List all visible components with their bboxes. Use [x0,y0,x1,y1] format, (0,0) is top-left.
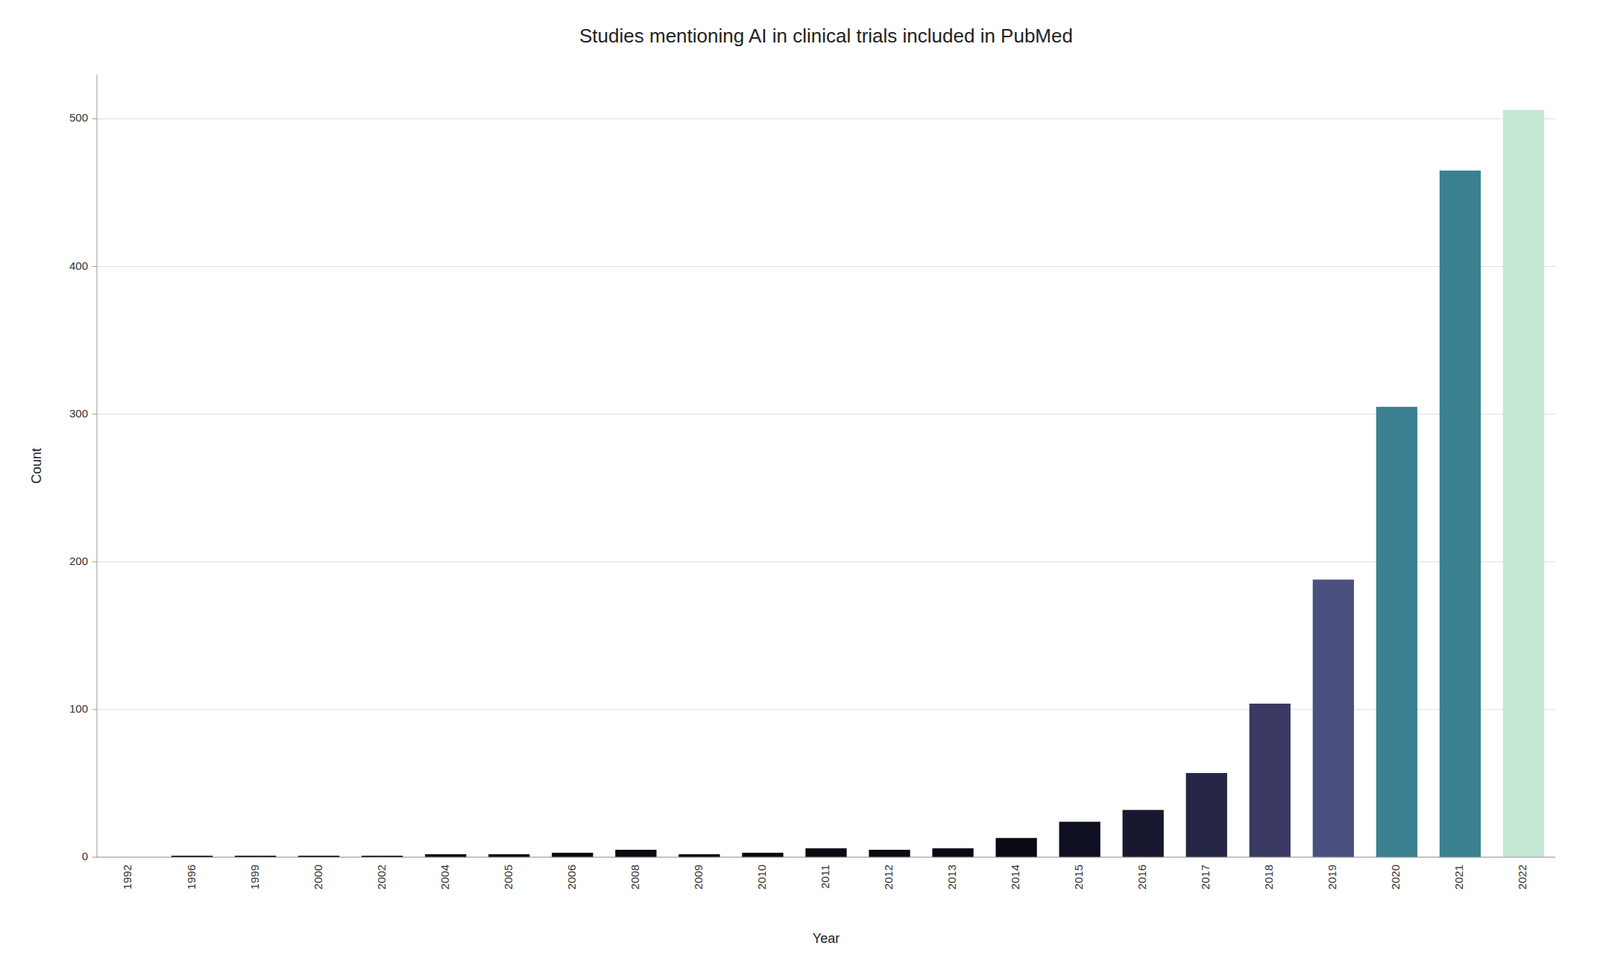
grid-line [96,561,1556,563]
y-axis-label: Count [29,448,44,484]
x-axis-line [96,857,1556,859]
x-tick-label: 2019 [1325,864,1339,890]
x-tick-label: 2020 [1389,864,1402,890]
bar [424,854,466,858]
chart-svg: 0 100 200 300 400 500 1992 1996 1999 2000 2002 2004… [0,0,1600,969]
x-tick-label: 2010 [755,864,768,890]
y-axis-line [96,74,98,858]
y-tick [92,709,97,710]
y-tick [92,118,97,120]
x-tick-label: 2016 [1135,864,1149,890]
x-tick-label: 1992 [120,864,134,890]
bar [1503,110,1545,858]
x-tick-label: 2002 [375,864,388,890]
grid-line [96,266,1556,267]
x-tick-label: 2013 [945,864,959,890]
bar [741,852,783,858]
x-tick-label: 2015 [1072,864,1085,890]
bar [931,848,973,858]
y-tick-label: 500 [69,111,88,124]
y-tick [92,857,97,859]
bars [171,110,1545,858]
x-axis-label: Year [812,931,840,947]
x-tick-label: 2011 [818,864,832,889]
axes: 0 100 200 300 400 500 1992 1996 1999 2000 2002 2004… [69,74,1556,890]
y-tick-label: 300 [69,407,88,420]
bar [995,838,1037,858]
bar [1059,821,1101,858]
bar [488,854,530,858]
grid-line [96,413,1556,415]
grid-line [96,857,1556,859]
x-tick-label: 2021 [1452,864,1466,890]
x-tick-label: 2008 [628,864,642,890]
x-tick-label: 2022 [1515,864,1529,890]
x-tick-label: 2009 [691,864,705,890]
y-tick-label: 0 [82,849,88,863]
x-tick-label: 2005 [501,864,515,890]
x-tick-label: 2006 [565,864,578,890]
x-tick-label: 2014 [1008,864,1022,890]
x-tick-label: 2004 [438,864,452,890]
bar [678,854,720,858]
x-tick-label: 2000 [311,864,325,890]
grid-line [96,118,1556,120]
bar [1439,170,1481,858]
x-tick-label: 2012 [882,864,895,890]
bar [1376,407,1418,858]
y-tick-label: 100 [69,702,88,716]
bar [615,849,657,858]
x-tick-label: 1999 [248,864,261,890]
bar [1122,810,1164,858]
chart-container: 0 100 200 300 400 500 1992 1996 1999 2000 2002 2004… [0,0,1600,969]
x-tick-label: 1996 [184,864,198,890]
bar [868,849,910,858]
bar [1249,703,1291,858]
bar [1186,773,1228,858]
x-tick-label: 2017 [1198,864,1212,890]
bar [1312,580,1354,858]
y-tick-label: 400 [69,259,88,273]
bar [551,852,593,858]
y-tick [92,413,97,415]
y-tick [92,266,97,267]
y-tick-label: 200 [69,554,88,568]
x-tick-label: 2018 [1262,864,1275,890]
bar [805,848,847,858]
grid [96,118,1556,858]
y-tick [92,561,97,563]
title: Studies mentioning AI in clinical trials… [579,24,1073,47]
